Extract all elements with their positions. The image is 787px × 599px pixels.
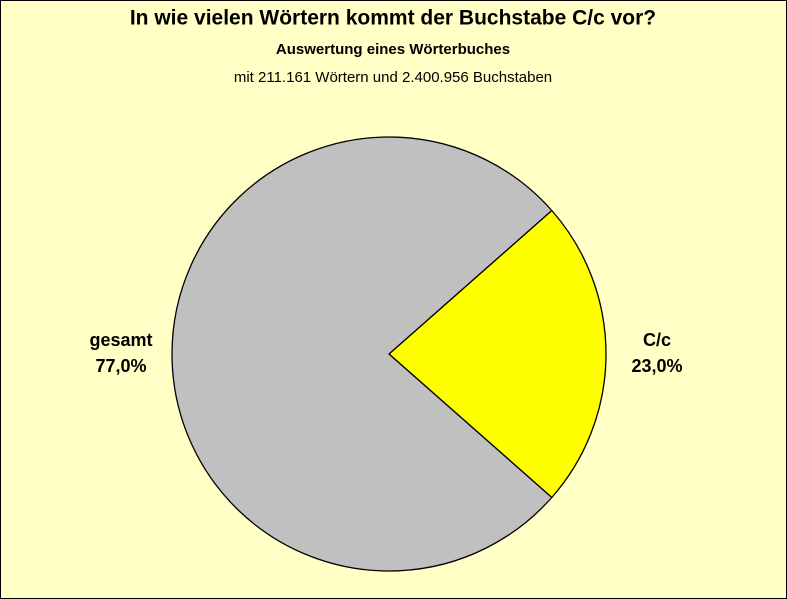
slice-category-label: C/c — [643, 330, 671, 350]
slice-category-label: gesamt — [89, 330, 152, 350]
chart-subtitle: Auswertung eines Wörterbuches — [276, 41, 510, 58]
slice-value-label: 77,0% — [95, 356, 146, 376]
slice-value-label: 23,0% — [631, 356, 682, 376]
chart-caption: mit 211.161 Wörtern und 2.400.956 Buchst… — [234, 69, 552, 86]
pie-slice — [388, 209, 607, 499]
pie-slice — [171, 136, 553, 572]
chart-title: In wie vielen Wörtern kommt der Buchstab… — [130, 7, 656, 30]
